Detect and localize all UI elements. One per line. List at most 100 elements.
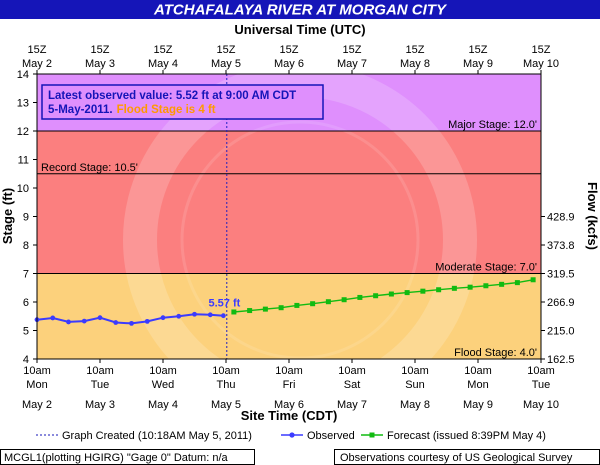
forecast-point <box>420 288 426 294</box>
forecast-point <box>278 305 284 311</box>
stage-tick-label: 5 <box>23 326 29 338</box>
cdt-tick-time: 10am <box>275 365 303 377</box>
cdt-tick-time: 10am <box>401 365 429 377</box>
stage-tick-label: 6 <box>23 297 29 309</box>
utc-tick-date: May 5 <box>211 58 241 70</box>
noaa-watermark <box>123 63 477 417</box>
observed-value-label: 5.57 ft <box>209 297 241 309</box>
utc-tick-date: May 8 <box>400 58 430 70</box>
cdt-tick-date: May 2 <box>22 399 52 411</box>
cdt-tick-date: May 10 <box>523 399 559 411</box>
stage-tick-label: 13 <box>17 98 29 110</box>
forecast-legend-marker <box>369 432 375 438</box>
site-time-axis: 10am Mon May 2 10am Tue May 3 10am Wed May 4 10am… <box>22 359 559 411</box>
forecast-point <box>373 293 379 299</box>
cdt-tick-day: Sat <box>344 379 361 391</box>
observed-point <box>176 313 182 319</box>
forecast-point <box>231 309 237 315</box>
cdt-tick-time: 10am <box>23 365 51 377</box>
cdt-tick-date: May 6 <box>274 399 304 411</box>
stage-tick-label: 7 <box>23 269 29 281</box>
observed-point <box>97 315 103 321</box>
flow-tick-label: 215.0 <box>547 326 575 338</box>
cdt-tick-time: 10am <box>527 365 555 377</box>
utc-tick-time: 15Z <box>91 44 110 56</box>
courtesy-text: Observations courtesy of US Geological S… <box>340 452 573 464</box>
forecast-point <box>262 306 268 312</box>
stage-tick-label: 10 <box>17 183 29 195</box>
graph-created-legend-label: Graph Created (10:18AM May 5, 2011) <box>62 430 252 442</box>
record-stage-label: Record Stage: 10.5' <box>41 162 138 174</box>
stage-tick-label: 9 <box>23 212 29 224</box>
forecast-point <box>514 280 520 286</box>
utc-tick-date: May 3 <box>85 58 115 70</box>
stage-threshold-lines: Flood Stage: 4.0' Moderate Stage: 7.0' Maj… <box>37 119 541 359</box>
forecast-point <box>341 297 347 303</box>
utc-axis-title: Universal Time (UTC) <box>234 22 365 37</box>
forecast-point <box>325 299 331 305</box>
forecast-point <box>388 291 394 297</box>
flow-tick-label: 428.9 <box>547 212 575 224</box>
cdt-tick-date: May 4 <box>148 399 178 411</box>
stage-tick-label: 11 <box>18 155 29 167</box>
observed-point <box>50 315 56 321</box>
forecast-point <box>404 290 410 296</box>
threshold-label: Moderate Stage: 7.0' <box>435 262 537 274</box>
cdt-tick-date: May 3 <box>85 399 115 411</box>
cdt-tick-time: 10am <box>338 365 366 377</box>
cdt-tick-date: May 9 <box>463 399 493 411</box>
cdt-tick-time: 10am <box>86 365 114 377</box>
utc-tick-time: 15Z <box>154 44 173 56</box>
stage-tick-label: 12 <box>17 126 29 138</box>
forecast-point <box>436 287 442 293</box>
threshold-label: Major Stage: 12.0' <box>448 119 537 131</box>
latest-value-date-line: 5-May-2011. Flood Stage is 4 ft <box>48 104 216 116</box>
cdt-tick-time: 10am <box>464 365 492 377</box>
flow-tick-label: 319.5 <box>547 269 575 281</box>
stage-axis: 4 5 6 7 8 9 10 11 12 13 14 <box>17 69 37 366</box>
flow-tick-label: 266.9 <box>547 297 575 309</box>
cdt-tick-day: Mon <box>467 379 488 391</box>
forecast-point <box>294 302 300 308</box>
forecast-point <box>499 281 505 287</box>
footer-courtesy-box: Observations courtesy of US Geological S… <box>334 449 600 465</box>
forecast-line <box>233 279 534 313</box>
observed-point <box>81 318 87 324</box>
stage-tick-label: 14 <box>17 69 29 81</box>
utc-tick-date: May 9 <box>463 58 493 70</box>
forecast-point <box>483 283 489 289</box>
flow-tick-label: 373.8 <box>547 240 575 252</box>
chart-title: ATCHAFALAYA RIVER AT MORGAN CITY <box>153 2 448 19</box>
latest-date: 5-May-2011. <box>48 104 113 116</box>
forecast-legend-label: Forecast (issued 8:39PM May 4) <box>387 430 546 442</box>
utc-tick-date: May 2 <box>22 58 52 70</box>
flow-tick-label: 162.5 <box>547 354 575 366</box>
gauge-info-text: MCGL1(plotting HGIRG) "Gage 0" Datum: n/… <box>4 452 228 464</box>
utc-tick-date: May 7 <box>337 58 367 70</box>
cdt-tick-day: Fri <box>283 379 296 391</box>
cdt-tick-day: Tue <box>532 379 551 391</box>
threshold-label: Flood Stage: 4.0' <box>454 347 537 359</box>
stage-axis-title: Stage (ft) <box>0 188 15 244</box>
observed-point <box>207 312 213 318</box>
utc-tick-time: 15Z <box>406 44 425 56</box>
utc-axis: 15Z May 2 15Z May 3 15Z May 4 15Z May 5 15Z May 6… <box>22 44 559 74</box>
observed-point <box>160 315 166 321</box>
title-bar <box>0 0 600 19</box>
observed-point <box>144 318 150 324</box>
utc-tick-date: May 10 <box>523 58 559 70</box>
latest-value-box: Latest observed value: 5.52 ft at 9:00 A… <box>41 84 324 120</box>
cdt-tick-day: Wed <box>152 379 174 391</box>
observed-point <box>66 319 71 325</box>
flood-stage-note: Flood Stage is 4 ft <box>117 104 216 116</box>
utc-tick-time: 15Z <box>469 44 488 56</box>
stage-tick-label: 4 <box>23 354 29 366</box>
utc-tick-time: 15Z <box>28 44 47 56</box>
cdt-tick-day: Mon <box>26 379 47 391</box>
site-time-axis-title: Site Time (CDT) <box>241 408 338 423</box>
forecast-point <box>467 284 473 290</box>
band-moderate-stage <box>37 131 541 274</box>
observed-legend-marker <box>289 432 295 438</box>
cdt-tick-date: May 8 <box>400 399 430 411</box>
